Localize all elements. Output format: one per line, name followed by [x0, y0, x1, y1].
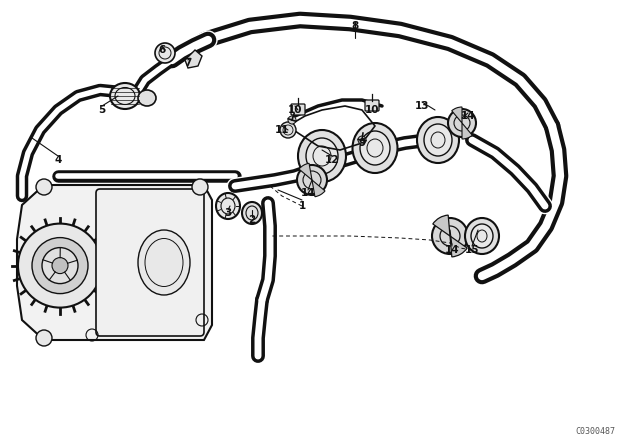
- Circle shape: [32, 237, 88, 293]
- Wedge shape: [433, 215, 450, 236]
- Text: 6: 6: [158, 45, 166, 55]
- Text: 4: 4: [54, 155, 61, 165]
- Text: 7: 7: [184, 58, 192, 68]
- Ellipse shape: [138, 230, 190, 295]
- Wedge shape: [452, 107, 462, 123]
- Text: 12: 12: [324, 155, 339, 165]
- Ellipse shape: [138, 90, 156, 106]
- Text: 10: 10: [288, 105, 302, 115]
- Text: 5: 5: [99, 105, 106, 115]
- Text: 2: 2: [248, 215, 255, 225]
- Text: 8: 8: [351, 21, 358, 31]
- Wedge shape: [299, 163, 312, 180]
- Circle shape: [358, 136, 366, 144]
- Circle shape: [432, 218, 468, 254]
- Polygon shape: [17, 185, 212, 340]
- Circle shape: [297, 165, 327, 195]
- Text: 9: 9: [358, 138, 365, 148]
- Wedge shape: [450, 236, 467, 257]
- Circle shape: [448, 109, 476, 137]
- Text: 3: 3: [225, 208, 232, 218]
- Ellipse shape: [306, 138, 338, 174]
- Ellipse shape: [424, 124, 452, 156]
- Ellipse shape: [465, 218, 499, 254]
- Circle shape: [155, 43, 175, 63]
- Circle shape: [288, 116, 296, 124]
- Ellipse shape: [298, 130, 346, 182]
- Circle shape: [18, 224, 102, 308]
- Ellipse shape: [353, 123, 397, 173]
- Circle shape: [192, 179, 208, 195]
- Circle shape: [52, 258, 68, 274]
- Text: 14: 14: [461, 111, 476, 121]
- Text: 11: 11: [275, 125, 289, 135]
- Text: C0300487: C0300487: [575, 427, 615, 436]
- Wedge shape: [462, 123, 472, 139]
- FancyBboxPatch shape: [96, 189, 204, 336]
- FancyBboxPatch shape: [365, 100, 379, 111]
- Ellipse shape: [360, 131, 390, 165]
- Text: 13: 13: [415, 101, 429, 111]
- Text: 14: 14: [301, 188, 316, 198]
- Text: 10: 10: [365, 105, 380, 115]
- Circle shape: [280, 122, 296, 138]
- Circle shape: [42, 248, 78, 284]
- Text: 14: 14: [445, 245, 460, 255]
- Circle shape: [36, 179, 52, 195]
- Ellipse shape: [216, 193, 240, 219]
- Ellipse shape: [110, 83, 140, 109]
- FancyBboxPatch shape: [291, 104, 305, 115]
- Polygon shape: [185, 50, 202, 68]
- Ellipse shape: [417, 117, 459, 163]
- Text: 1: 1: [298, 201, 306, 211]
- Ellipse shape: [471, 224, 493, 248]
- Wedge shape: [312, 180, 325, 197]
- Text: 15: 15: [465, 245, 479, 255]
- Ellipse shape: [242, 202, 262, 224]
- Circle shape: [36, 330, 52, 346]
